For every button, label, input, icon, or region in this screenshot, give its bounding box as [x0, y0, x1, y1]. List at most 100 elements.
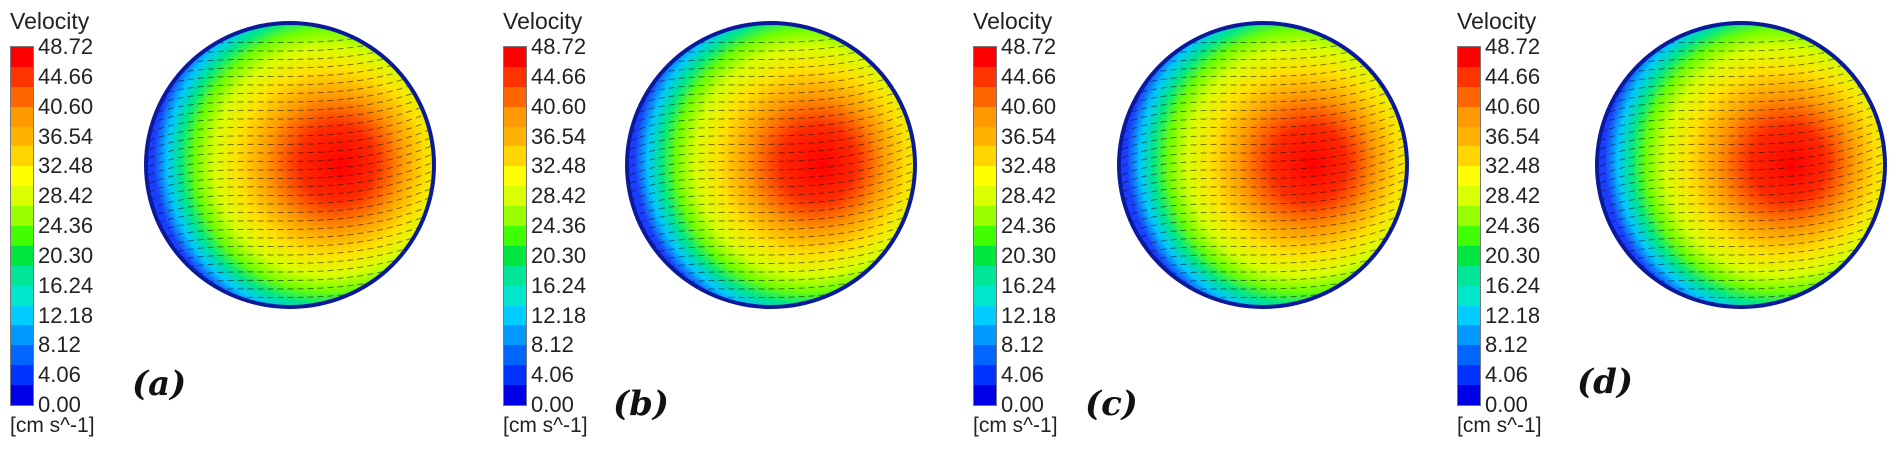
- colorbar-segment: [11, 126, 33, 147]
- colorbar-segment: [11, 47, 33, 67]
- colorbar-segment: [11, 86, 33, 107]
- colorbar: [503, 46, 527, 406]
- colorbar-segment: [974, 365, 996, 386]
- colorbar-segment: [1458, 166, 1480, 187]
- colorbar-tick-label: 0.00: [1001, 392, 1044, 417]
- colorbar-segment: [504, 47, 526, 67]
- colorbar-segment: [974, 226, 996, 246]
- colorbar-tick-label: 20.30: [38, 242, 94, 268]
- colorbar-tick-label: 8.12: [1001, 332, 1044, 358]
- velocity-contour: [144, 21, 436, 309]
- colorbar-tick-label: 8.12: [1485, 332, 1528, 358]
- colorbar-tick-label: 16.24: [38, 272, 94, 298]
- colorbar-tick-label: 4.06: [531, 362, 574, 388]
- colorbar-segment: [1458, 146, 1480, 167]
- colorbar-segment: [1458, 106, 1480, 127]
- colorbar-segment: [1458, 305, 1480, 326]
- colorbar-segment: [1458, 345, 1480, 366]
- colorbar-segment: [974, 186, 996, 207]
- velocity-field: [148, 25, 432, 305]
- colorbar-tick-label: 48.72: [531, 34, 587, 59]
- colorbar-segment: [504, 325, 526, 346]
- colorbar: [10, 46, 34, 406]
- colorbar-segment: [504, 365, 526, 386]
- colorbar-tick-label: 48.72: [1001, 34, 1057, 59]
- colorbar-segment: [1458, 245, 1480, 266]
- colorbar-tick-label: 12.18: [38, 302, 94, 328]
- colorbar-segment: [504, 166, 526, 187]
- colorbar-tick-label: 20.30: [1001, 242, 1057, 268]
- colorbar-tick-label: 28.42: [1001, 183, 1057, 209]
- legend-title: Velocity: [503, 8, 583, 34]
- colorbar-segment: [11, 285, 33, 306]
- colorbar-segment: [11, 305, 33, 326]
- colorbar-segment: [11, 245, 33, 266]
- colorbar-tick-label: 16.24: [531, 272, 587, 298]
- colorbar-segment: [504, 146, 526, 167]
- velocity-contour: [1117, 21, 1409, 309]
- colorbar-segment: [1458, 365, 1480, 386]
- colorbar-tick-label: 24.36: [531, 213, 587, 238]
- legend-title: Velocity: [10, 8, 90, 34]
- colorbar-segment: [974, 126, 996, 147]
- velocity-field: [1599, 25, 1883, 305]
- panel-c: Velocity 48.72 44.66 40.60 36.54 32.48 28.42 2…: [963, 0, 1435, 455]
- colorbar-segment: [504, 66, 526, 87]
- colorbar-segment: [1458, 325, 1480, 346]
- colorbar-tick-label: 36.54: [1001, 123, 1057, 149]
- legend-units: [cm s^-1]: [503, 414, 588, 437]
- panel-label: (a): [132, 364, 187, 404]
- legend-units: [cm s^-1]: [10, 414, 95, 437]
- legend-units: [cm s^-1]: [1457, 414, 1542, 437]
- colorbar-segment: [504, 126, 526, 147]
- colorbar-tick-label: 32.48: [1001, 153, 1057, 179]
- colorbar-tick-label: 48.72: [38, 34, 94, 59]
- colorbar-tick-label: 4.06: [1001, 362, 1044, 388]
- colorbar-tick-label: 32.48: [38, 153, 94, 179]
- colorbar-segment: [974, 265, 996, 286]
- colorbar-tick-label: 36.54: [531, 123, 587, 149]
- colorbar-segment: [504, 106, 526, 127]
- colorbar-segment: [1458, 285, 1480, 306]
- colorbar-segment: [974, 86, 996, 107]
- velocity-contour: [1595, 21, 1887, 309]
- colorbar-segment: [11, 385, 33, 406]
- colorbar-segment: [504, 345, 526, 366]
- velocity-field: [629, 25, 913, 305]
- panel-b: Velocity 48.72 44.66 40.60 36.54 32.48 28.42 2…: [493, 0, 965, 455]
- colorbar-segment: [504, 186, 526, 207]
- colorbar-tick-label: 20.30: [1485, 242, 1541, 268]
- colorbar-segment: [11, 206, 33, 227]
- colorbar-segment: [11, 186, 33, 207]
- colorbar-tick-label: 4.06: [38, 362, 81, 388]
- colorbar-segment: [974, 106, 996, 127]
- colorbar-tick-label: 28.42: [1485, 183, 1541, 209]
- colorbar-segment: [974, 385, 996, 406]
- colorbar-segment: [974, 305, 996, 326]
- colorbar: [1457, 46, 1481, 406]
- colorbar-tick-label: 28.42: [531, 183, 587, 209]
- colorbar-segment: [974, 325, 996, 346]
- colorbar-tick-label: 40.60: [531, 93, 587, 119]
- colorbar-segment: [11, 226, 33, 246]
- panel-a: Velocity 48.72 44.66 40.60 36.54 32.48 28.42 2…: [0, 0, 472, 455]
- colorbar-tick-label: 44.66: [1001, 63, 1057, 89]
- colorbar-segment: [974, 166, 996, 187]
- colorbar-segment: [1458, 206, 1480, 227]
- legend-units: [cm s^-1]: [973, 414, 1058, 437]
- colorbar-tick-label: 8.12: [531, 332, 574, 358]
- colorbar-segment: [11, 345, 33, 366]
- colorbar-tick-label: 44.66: [38, 63, 94, 89]
- colorbar-tick-label: 12.18: [531, 302, 587, 328]
- legend-title: Velocity: [973, 8, 1053, 34]
- velocity-field: [1121, 25, 1405, 305]
- colorbar-segment: [504, 206, 526, 227]
- colorbar-segment: [1458, 226, 1480, 246]
- colorbar-tick-label: 24.36: [1001, 213, 1057, 238]
- velocity-contour: [625, 21, 917, 309]
- panel-label: (b): [613, 384, 669, 424]
- colorbar-segment: [1458, 126, 1480, 147]
- colorbar-tick-label: 12.18: [1001, 302, 1057, 328]
- colorbar-tick-label: 32.48: [531, 153, 587, 179]
- colorbar-tick-label: 24.36: [1485, 213, 1541, 238]
